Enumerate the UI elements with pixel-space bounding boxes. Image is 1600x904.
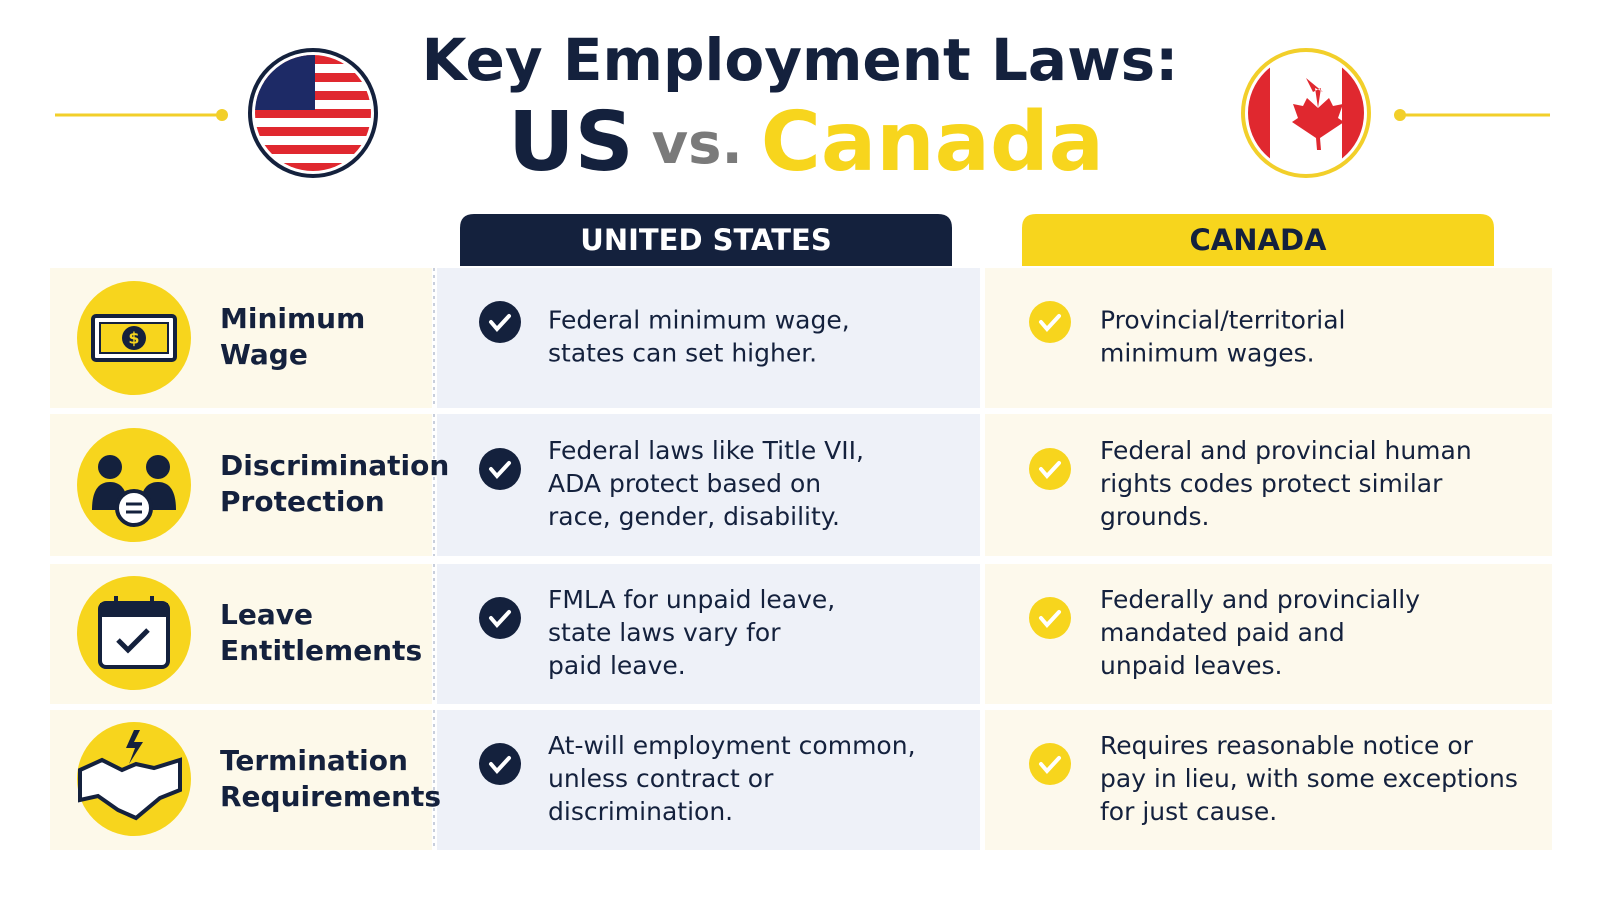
- check-circle: [479, 301, 521, 343]
- us-text: unless contract or: [548, 764, 774, 793]
- topic-label: Protection: [220, 485, 385, 518]
- canada-text: Provincial/territorial: [1100, 306, 1345, 335]
- us-flag: [248, 48, 378, 178]
- deco-dot: [216, 109, 228, 121]
- canada-text: grounds.: [1100, 502, 1209, 531]
- title: Key Employment Laws:: [422, 26, 1179, 94]
- check-mark: [1039, 461, 1061, 480]
- canada-text: mandated paid and: [1100, 618, 1345, 647]
- canada-text: Requires reasonable notice or: [1100, 731, 1474, 760]
- canada-text: rights codes protect similar: [1100, 469, 1443, 498]
- check-circle: [1029, 448, 1071, 490]
- us-cell: [437, 710, 980, 850]
- us-text: discrimination.: [548, 797, 733, 826]
- check-mark: [489, 610, 511, 629]
- us-text: paid leave.: [548, 651, 686, 680]
- vs-label: vs.: [652, 112, 743, 177]
- canada-text: Federal and provincial human: [1100, 436, 1472, 465]
- canada-text: for just cause.: [1100, 797, 1277, 826]
- us-text: Federal laws like Title VII,: [548, 436, 864, 465]
- deco-dot: [1394, 109, 1406, 121]
- check-mark: [1039, 610, 1061, 629]
- topic-label: Minimum: [220, 302, 365, 335]
- us-text: ADA protect based on: [548, 469, 821, 498]
- us-text: states can set higher.: [548, 339, 817, 368]
- us-text: FMLA for unpaid leave,: [548, 585, 835, 614]
- check-circle: [479, 597, 521, 639]
- check-mark: [489, 756, 511, 775]
- svg-text:$: $: [128, 329, 139, 348]
- canada-check: [1029, 301, 1071, 343]
- canada-flag: [1241, 48, 1371, 178]
- topic-label: Wage: [220, 338, 308, 371]
- us-check: [479, 301, 521, 343]
- canada-text: unpaid leaves.: [1100, 651, 1282, 680]
- check-mark: [489, 461, 511, 480]
- canada-check: [1029, 448, 1071, 490]
- us-label: US: [508, 95, 634, 190]
- wage-icon: $: [77, 281, 191, 395]
- us-check: [479, 743, 521, 785]
- canada-cell: [985, 268, 1552, 408]
- leave-icon: [77, 576, 191, 690]
- topic-label: Entitlements: [220, 634, 422, 667]
- canada-check: [1029, 743, 1071, 785]
- check-circle: [1029, 301, 1071, 343]
- canada-cell: [985, 414, 1552, 556]
- subtitle: US vs. Canada: [508, 95, 1104, 190]
- canada-column-header: CANADA: [1190, 223, 1328, 257]
- check-circle: [479, 448, 521, 490]
- us-check: [479, 597, 521, 639]
- us-column-header: UNITED STATES: [580, 223, 831, 257]
- canada-cell: [985, 564, 1552, 704]
- us-cell: [437, 414, 980, 556]
- check-mark: [1039, 314, 1061, 333]
- topic-label: Requirements: [220, 780, 441, 813]
- us-text: race, gender, disability.: [548, 502, 840, 531]
- canada-text: pay in lieu, with some exceptions: [1100, 764, 1518, 793]
- us-tab: [460, 214, 952, 266]
- us-text: Federal minimum wage,: [548, 306, 850, 335]
- check-circle: [1029, 743, 1071, 785]
- us-text: At-will employment common,: [548, 731, 916, 760]
- check-circle: [1029, 597, 1071, 639]
- canada-cell: [985, 710, 1552, 850]
- us-check: [479, 448, 521, 490]
- us-cell: [437, 268, 980, 408]
- us-cell: [437, 564, 980, 704]
- us-text: state laws vary for: [548, 618, 781, 647]
- canada-check: [1029, 597, 1071, 639]
- canada-text: minimum wages.: [1100, 339, 1315, 368]
- check-mark: [489, 314, 511, 333]
- canada-text: Federally and provincially: [1100, 585, 1420, 614]
- canada-tab: [1022, 214, 1494, 266]
- topic-label: Termination: [220, 744, 408, 777]
- check-circle: [479, 743, 521, 785]
- canada-label: Canada: [761, 95, 1104, 190]
- topic-label: Discrimination: [220, 449, 449, 482]
- discrimination-icon: [77, 428, 191, 542]
- topic-label: Leave: [220, 598, 313, 631]
- check-mark: [1039, 756, 1061, 775]
- termination-icon: [77, 722, 191, 836]
